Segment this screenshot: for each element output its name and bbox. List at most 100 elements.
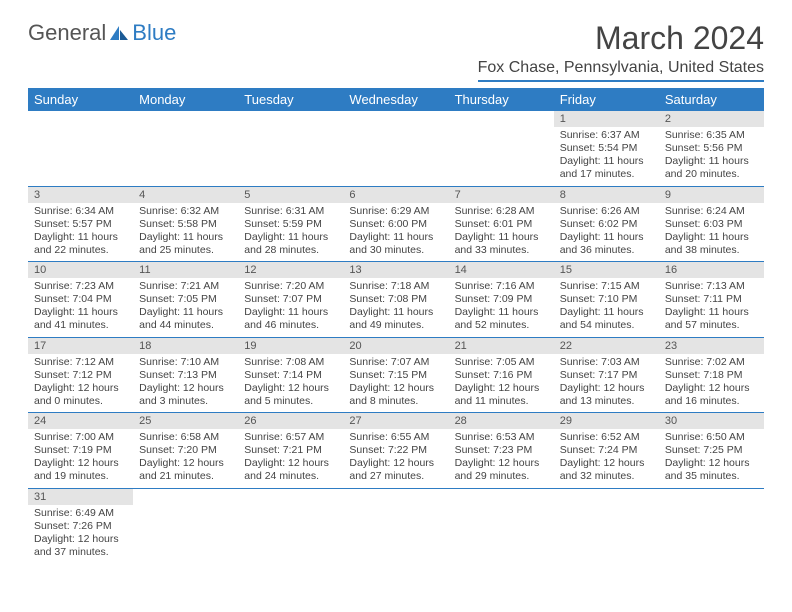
day-line-ss: Sunset: 6:01 PM [455,218,548,231]
day-line-ss: Sunset: 7:18 PM [665,369,758,382]
day-line-ss: Sunset: 5:56 PM [665,142,758,155]
day-line-sr: Sunrise: 7:08 AM [244,356,337,369]
day-body: Sunrise: 6:49 AMSunset: 7:26 PMDaylight:… [28,505,133,564]
day-body: Sunrise: 7:03 AMSunset: 7:17 PMDaylight:… [554,354,659,413]
day-line-d1: Daylight: 11 hours [665,155,758,168]
day-number: 7 [449,187,554,203]
day-body: Sunrise: 6:24 AMSunset: 6:03 PMDaylight:… [659,203,764,262]
empty-cell [343,111,448,186]
header: General Blue March 2024 Fox Chase, Penns… [28,20,764,82]
day-line-sr: Sunrise: 6:49 AM [34,507,127,520]
empty-cell [238,488,343,563]
day-body: Sunrise: 6:50 AMSunset: 7:25 PMDaylight:… [659,429,764,488]
day-line-sr: Sunrise: 7:20 AM [244,280,337,293]
day-cell: 8Sunrise: 6:26 AMSunset: 6:02 PMDaylight… [554,186,659,262]
empty-cell [133,488,238,563]
day-line-d1: Daylight: 11 hours [139,306,232,319]
day-cell: 18Sunrise: 7:10 AMSunset: 7:13 PMDayligh… [133,337,238,413]
day-line-d2: and 16 minutes. [665,395,758,408]
day-line-d2: and 44 minutes. [139,319,232,332]
day-cell: 15Sunrise: 7:15 AMSunset: 7:10 PMDayligh… [554,262,659,338]
day-line-d2: and 0 minutes. [34,395,127,408]
day-line-sr: Sunrise: 7:21 AM [139,280,232,293]
day-number: 12 [238,262,343,278]
day-line-d1: Daylight: 11 hours [244,231,337,244]
empty-cell [554,488,659,563]
day-number: 27 [343,413,448,429]
calendar-row: 1Sunrise: 6:37 AMSunset: 5:54 PMDaylight… [28,111,764,186]
day-line-d1: Daylight: 12 hours [34,457,127,470]
day-number: 3 [28,187,133,203]
day-line-d2: and 8 minutes. [349,395,442,408]
day-line-ss: Sunset: 5:58 PM [139,218,232,231]
day-body: Sunrise: 7:15 AMSunset: 7:10 PMDaylight:… [554,278,659,337]
day-line-sr: Sunrise: 6:28 AM [455,205,548,218]
day-cell: 25Sunrise: 6:58 AMSunset: 7:20 PMDayligh… [133,413,238,489]
day-body: Sunrise: 7:13 AMSunset: 7:11 PMDaylight:… [659,278,764,337]
day-line-d1: Daylight: 11 hours [34,231,127,244]
day-line-d2: and 28 minutes. [244,244,337,257]
calendar-row: 3Sunrise: 6:34 AMSunset: 5:57 PMDaylight… [28,186,764,262]
day-body: Sunrise: 7:16 AMSunset: 7:09 PMDaylight:… [449,278,554,337]
day-line-ss: Sunset: 7:05 PM [139,293,232,306]
day-line-d2: and 13 minutes. [560,395,653,408]
day-line-d2: and 29 minutes. [455,470,548,483]
day-line-sr: Sunrise: 6:34 AM [34,205,127,218]
day-body: Sunrise: 6:26 AMSunset: 6:02 PMDaylight:… [554,203,659,262]
day-line-ss: Sunset: 7:24 PM [560,444,653,457]
day-number: 26 [238,413,343,429]
day-line-d1: Daylight: 12 hours [665,457,758,470]
day-line-d2: and 38 minutes. [665,244,758,257]
day-line-d1: Daylight: 11 hours [560,306,653,319]
day-line-sr: Sunrise: 7:00 AM [34,431,127,444]
day-cell: 21Sunrise: 7:05 AMSunset: 7:16 PMDayligh… [449,337,554,413]
day-line-ss: Sunset: 5:57 PM [34,218,127,231]
day-line-sr: Sunrise: 6:57 AM [244,431,337,444]
day-number: 29 [554,413,659,429]
day-line-sr: Sunrise: 6:53 AM [455,431,548,444]
day-line-ss: Sunset: 7:14 PM [244,369,337,382]
weekday-header: Sunday [28,88,133,111]
day-line-ss: Sunset: 7:23 PM [455,444,548,457]
day-line-d2: and 17 minutes. [560,168,653,181]
calendar-row: 31Sunrise: 6:49 AMSunset: 7:26 PMDayligh… [28,488,764,563]
day-number: 30 [659,413,764,429]
day-line-sr: Sunrise: 6:24 AM [665,205,758,218]
day-number: 1 [554,111,659,127]
day-number: 4 [133,187,238,203]
location: Fox Chase, Pennsylvania, United States [478,59,764,82]
day-line-sr: Sunrise: 6:55 AM [349,431,442,444]
day-line-ss: Sunset: 7:04 PM [34,293,127,306]
day-line-d2: and 30 minutes. [349,244,442,257]
day-number: 19 [238,338,343,354]
day-line-ss: Sunset: 5:54 PM [560,142,653,155]
day-number: 22 [554,338,659,354]
day-line-ss: Sunset: 7:26 PM [34,520,127,533]
day-line-d1: Daylight: 12 hours [34,533,127,546]
day-body: Sunrise: 6:29 AMSunset: 6:00 PMDaylight:… [343,203,448,262]
day-cell: 14Sunrise: 7:16 AMSunset: 7:09 PMDayligh… [449,262,554,338]
day-line-ss: Sunset: 7:25 PM [665,444,758,457]
day-cell: 31Sunrise: 6:49 AMSunset: 7:26 PMDayligh… [28,488,133,563]
day-line-d2: and 3 minutes. [139,395,232,408]
day-line-d1: Daylight: 12 hours [139,457,232,470]
day-line-sr: Sunrise: 7:16 AM [455,280,548,293]
logo-text-1: General [28,20,106,46]
day-line-ss: Sunset: 7:20 PM [139,444,232,457]
calendar-table: SundayMondayTuesdayWednesdayThursdayFrid… [28,88,764,563]
day-line-ss: Sunset: 7:07 PM [244,293,337,306]
day-line-d2: and 46 minutes. [244,319,337,332]
day-number: 18 [133,338,238,354]
day-line-d2: and 54 minutes. [560,319,653,332]
day-line-ss: Sunset: 7:22 PM [349,444,442,457]
day-number: 8 [554,187,659,203]
day-number: 23 [659,338,764,354]
empty-cell [28,111,133,186]
day-body: Sunrise: 7:12 AMSunset: 7:12 PMDaylight:… [28,354,133,413]
day-number: 10 [28,262,133,278]
day-line-d1: Daylight: 12 hours [349,457,442,470]
day-line-sr: Sunrise: 6:50 AM [665,431,758,444]
day-line-ss: Sunset: 7:12 PM [34,369,127,382]
day-number: 15 [554,262,659,278]
day-line-d2: and 22 minutes. [34,244,127,257]
